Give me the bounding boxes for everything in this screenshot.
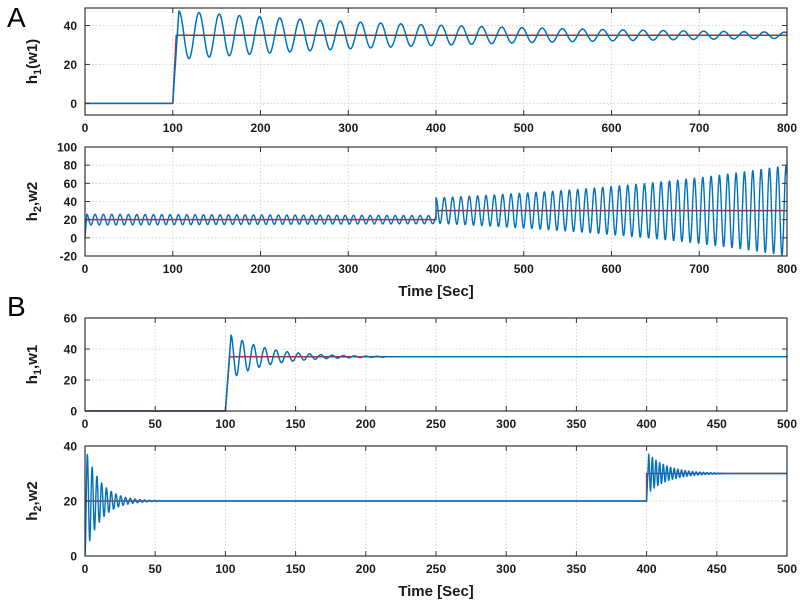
x-tick-label: 300 bbox=[496, 562, 516, 576]
y-tick-label: 60 bbox=[64, 312, 78, 326]
x-tick-label: 500 bbox=[777, 417, 797, 431]
y-axis-label-a2: h2,w2 bbox=[24, 182, 44, 221]
y-tick-label: 0 bbox=[70, 405, 77, 419]
y-axis-label-b1: h1,w1 bbox=[24, 345, 44, 384]
x-tick-label: 800 bbox=[777, 262, 797, 276]
x-tick-label: 100 bbox=[215, 417, 235, 431]
x-tick-label: 400 bbox=[637, 417, 657, 431]
x-tick-label: 500 bbox=[777, 562, 797, 576]
x-tick-label: 50 bbox=[149, 562, 163, 576]
x-tick-label: 200 bbox=[356, 562, 376, 576]
x-tick-label: 200 bbox=[356, 417, 376, 431]
y-tick-label: 80 bbox=[64, 159, 78, 173]
series-h1-level bbox=[85, 10, 788, 105]
x-tick-label: 600 bbox=[601, 121, 621, 135]
x-axis-label-a2: Time [Sec] bbox=[398, 283, 474, 300]
y-tick-label: 40 bbox=[64, 19, 78, 33]
y-tick-label: 20 bbox=[64, 374, 78, 388]
x-tick-label: 100 bbox=[163, 262, 183, 276]
y-tick-label: -20 bbox=[60, 250, 78, 264]
y-tick-label: 0 bbox=[70, 97, 77, 111]
x-tick-label: 150 bbox=[286, 417, 306, 431]
chart-b2: 0 50 100 150 200 250 300 350 400 450 500 0 20 40 h2,w2… bbox=[24, 440, 797, 600]
x-tick-label: 300 bbox=[338, 262, 358, 276]
series-h2-level bbox=[84, 164, 788, 256]
y-tick-label: 0 bbox=[70, 550, 77, 564]
x-tick-label: 400 bbox=[426, 262, 446, 276]
y-tick-label: 40 bbox=[64, 440, 78, 454]
x-tick-label: 700 bbox=[689, 262, 709, 276]
y-axis-label-a1: h1(w1) bbox=[24, 39, 44, 84]
x-tick-label: 400 bbox=[637, 562, 657, 576]
x-axis-label-b2: Time [Sec] bbox=[398, 583, 474, 600]
x-tick-label: 600 bbox=[601, 262, 621, 276]
x-tick-label: 0 bbox=[82, 417, 89, 431]
x-tick-label: 800 bbox=[777, 121, 797, 135]
x-tick-label: 450 bbox=[707, 417, 727, 431]
y-tick-label: 60 bbox=[64, 177, 78, 191]
y-tick-label: 40 bbox=[64, 195, 78, 209]
series-h2-level bbox=[84, 453, 787, 556]
y-tick-label: 20 bbox=[64, 495, 78, 509]
x-tick-label: 0 bbox=[82, 121, 89, 135]
series-h1-level bbox=[85, 334, 787, 412]
x-tick-label: 100 bbox=[163, 121, 183, 135]
x-tick-label: 200 bbox=[250, 262, 270, 276]
y-axis-label-b2: h2,w2 bbox=[24, 481, 44, 520]
y-tick-label: 100 bbox=[57, 141, 77, 155]
x-tick-label: 100 bbox=[215, 562, 235, 576]
x-tick-label: 300 bbox=[338, 121, 358, 135]
x-tick-label: 250 bbox=[426, 562, 446, 576]
x-tick-label: 150 bbox=[286, 562, 306, 576]
x-tick-label: 350 bbox=[566, 417, 586, 431]
x-tick-label: 400 bbox=[426, 121, 446, 135]
y-tick-label: 0 bbox=[70, 231, 77, 245]
chart-b1: 0 50 100 150 200 250 300 350 400 450 500 0 20 40 60 h1,… bbox=[24, 312, 797, 432]
x-tick-label: 450 bbox=[707, 562, 727, 576]
x-tick-label: 0 bbox=[82, 562, 89, 576]
x-tick-label: 50 bbox=[149, 417, 163, 431]
x-tick-label: 500 bbox=[514, 121, 534, 135]
chart-a1: 0 100 200 300 400 500 600 700 800 0 20 40 h1(w1) bbox=[24, 7, 797, 135]
x-tick-label: 500 bbox=[514, 262, 534, 276]
x-tick-label: 0 bbox=[82, 262, 89, 276]
x-tick-label: 300 bbox=[496, 417, 516, 431]
x-tick-label: 700 bbox=[689, 121, 709, 135]
x-tick-label: 200 bbox=[250, 121, 270, 135]
y-tick-label: 20 bbox=[64, 58, 78, 72]
panel-label-b: B bbox=[7, 291, 26, 322]
x-tick-label: 250 bbox=[426, 417, 446, 431]
y-tick-label: 40 bbox=[64, 343, 78, 357]
x-tick-label: 350 bbox=[566, 562, 586, 576]
y-tick-label: 20 bbox=[64, 213, 78, 227]
chart-a2: 0 100 200 300 400 500 600 700 800 -20 0 20 40 60 80 100… bbox=[24, 141, 797, 301]
panel-label-a: A bbox=[7, 2, 26, 33]
